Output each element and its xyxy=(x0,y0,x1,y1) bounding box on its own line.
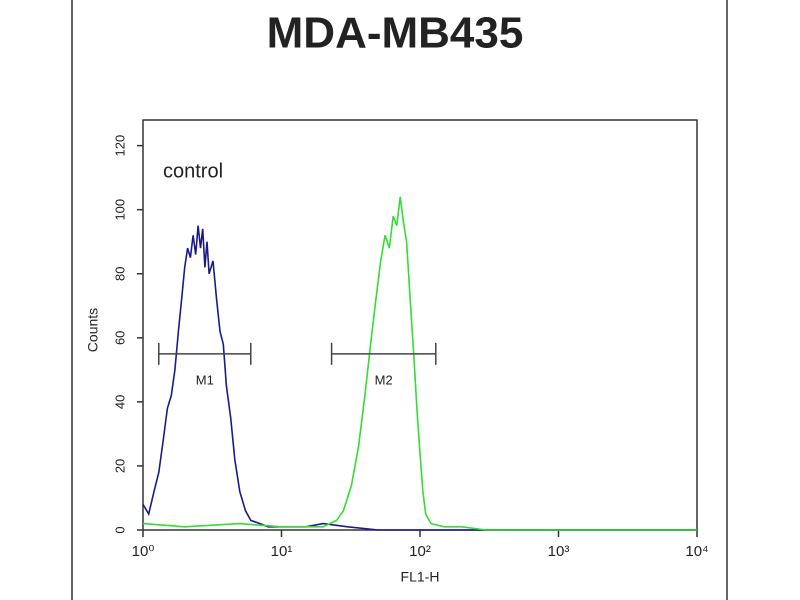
annotation: control xyxy=(163,160,223,182)
x-axis-label: FL1-H xyxy=(401,569,440,585)
y-tick-label: 120 xyxy=(112,135,127,157)
y-tick-label: 80 xyxy=(112,267,127,281)
x-tick-label: 10¹ xyxy=(271,543,293,560)
marker-label: M2 xyxy=(375,372,393,387)
x-tick-label: 10⁰ xyxy=(132,543,155,560)
x-tick-label: 10² xyxy=(409,543,431,560)
chart-title: MDA-MB435 xyxy=(267,9,524,58)
y-tick-label: 100 xyxy=(112,199,127,221)
y-tick-label: 20 xyxy=(112,459,127,473)
y-tick-label: 0 xyxy=(112,526,127,533)
x-tick-label: 10⁴ xyxy=(685,543,708,560)
x-tick-label: 10³ xyxy=(548,543,570,560)
y-tick-label: 60 xyxy=(112,331,127,345)
marker-label: M1 xyxy=(196,372,214,387)
y-axis-label: Counts xyxy=(85,308,101,352)
y-tick-label: 40 xyxy=(112,395,127,409)
histogram-line xyxy=(142,196,697,531)
